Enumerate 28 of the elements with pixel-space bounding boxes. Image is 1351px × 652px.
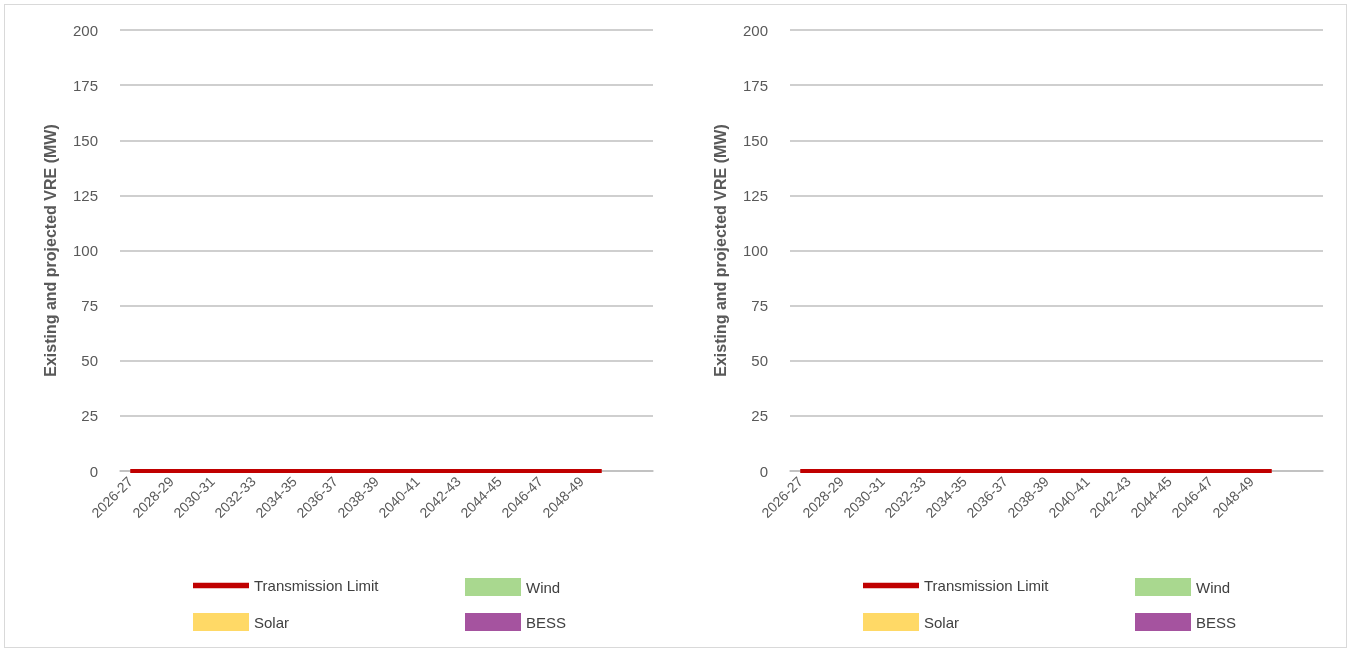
y-tick-label: 150 <box>72 131 98 149</box>
y-tick-label: 125 <box>72 186 98 204</box>
y-tick-label: 50 <box>81 352 98 370</box>
legend-label: BESS <box>526 613 567 631</box>
legend-label: Wind <box>526 578 561 596</box>
legend-label: BESS <box>1196 613 1237 631</box>
y-tick-label: 0 <box>89 462 98 480</box>
y-axis-title: Existing and projected VRE (MW) <box>711 124 729 377</box>
legend-label: Transmission Limit <box>924 577 1050 594</box>
legend-label: Solar <box>924 613 960 631</box>
y-tick-label: 100 <box>742 242 768 259</box>
y-tick-label: 50 <box>751 352 768 370</box>
legend-label: Solar <box>254 613 290 631</box>
y-tick-label: 175 <box>742 76 768 94</box>
y-tick-label: 175 <box>72 76 98 94</box>
y-tick-label: 150 <box>742 131 768 149</box>
y-tick-label: 0 <box>759 462 768 480</box>
y-axis-title: Existing and projected VRE (MW) <box>41 124 59 377</box>
y-tick-label: 75 <box>81 297 98 315</box>
y-tick-label: 25 <box>81 407 98 425</box>
y-tick-label: 75 <box>751 297 768 315</box>
y-tick-label: 25 <box>751 407 768 425</box>
y-tick-label: 200 <box>742 21 768 39</box>
y-tick-label: 200 <box>72 21 98 39</box>
y-tick-label: 100 <box>72 242 98 259</box>
legend-label: Transmission Limit <box>254 577 380 594</box>
y-tick-label: 125 <box>742 186 768 204</box>
legend-label: Wind <box>1196 578 1231 596</box>
